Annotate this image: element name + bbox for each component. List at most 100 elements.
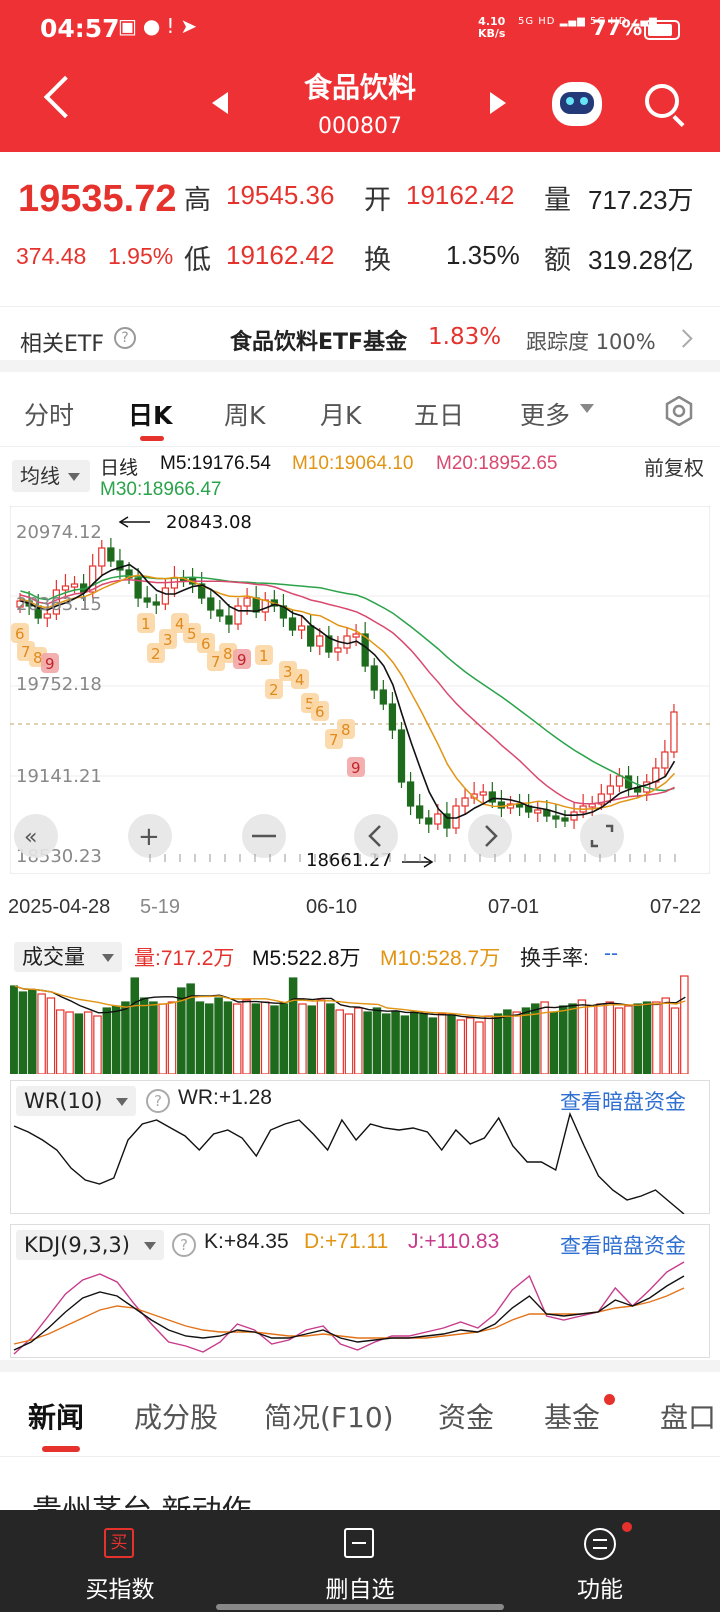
wr-indicator-select[interactable]: WR(10) bbox=[16, 1086, 136, 1116]
wr-help-icon[interactable]: ? bbox=[146, 1089, 170, 1113]
td-mark: 6 bbox=[311, 701, 329, 721]
functions-button[interactable]: 功能 bbox=[577, 1577, 623, 1603]
remove-watchlist-button[interactable]: 删自选 bbox=[325, 1577, 395, 1603]
buy-icon[interactable]: 买 bbox=[104, 1528, 134, 1558]
volume-bar bbox=[223, 1001, 233, 1074]
volume-bar bbox=[596, 1003, 605, 1074]
td-mark-label: 7 bbox=[21, 643, 31, 661]
x-label-0: 2025-04-28 bbox=[8, 896, 111, 918]
volume-bar bbox=[270, 1005, 279, 1074]
etf-name[interactable]: 食品饮料ETF基金 bbox=[230, 330, 408, 355]
adjust-type[interactable]: 前复权 bbox=[644, 456, 704, 480]
candle-body bbox=[307, 625, 315, 647]
section-gap bbox=[0, 360, 720, 372]
open-value: 19162.42 bbox=[406, 180, 515, 210]
settings-hexagon-icon[interactable] bbox=[664, 396, 694, 426]
td-mark-label: 8 bbox=[223, 645, 233, 663]
battery-percent: 77% bbox=[592, 16, 643, 40]
remove-watchlist-icon[interactable] bbox=[344, 1528, 374, 1558]
chevron-right-icon[interactable] bbox=[674, 329, 693, 348]
divider bbox=[0, 1456, 720, 1457]
volume-bar bbox=[484, 1015, 493, 1074]
turnover-rate-label: 换手率: bbox=[520, 947, 589, 970]
kdj-k-value: K:+84.35 bbox=[204, 1230, 289, 1253]
candle-body bbox=[425, 817, 433, 825]
td-mark-bg bbox=[255, 645, 273, 665]
volume-bar bbox=[121, 1001, 130, 1074]
net-speed-unit: KB/s bbox=[478, 27, 506, 40]
indicator-select[interactable]: 均线 bbox=[12, 460, 90, 492]
candle-body bbox=[406, 781, 415, 807]
signal-2: 5G HD bbox=[589, 16, 628, 27]
volume-bar bbox=[680, 975, 689, 1074]
volume-bar bbox=[475, 1021, 484, 1074]
candle-body bbox=[416, 805, 424, 819]
tab-five-day[interactable]: 五日 bbox=[414, 401, 465, 430]
tab-day-k[interactable]: 日K bbox=[128, 401, 173, 430]
volume-ma5-line bbox=[14, 985, 686, 1020]
volume-bar bbox=[177, 987, 186, 1074]
help-icon[interactable]: ? bbox=[114, 327, 136, 349]
tab-week-k[interactable]: 周K bbox=[224, 401, 266, 430]
td-mark-label: 4 bbox=[295, 671, 305, 689]
price-change-pct: 1.95% bbox=[108, 243, 174, 269]
dark-pool-link[interactable]: 查看暗盘资金 bbox=[560, 1090, 686, 1114]
current-price: 19535.72 bbox=[18, 178, 177, 220]
td-mark-bg bbox=[137, 613, 155, 633]
tab-profile[interactable]: 简况(F10) bbox=[264, 1401, 394, 1434]
volume-indicator-select[interactable]: 成交量 bbox=[14, 942, 122, 972]
tab-news[interactable]: 新闻 bbox=[28, 1401, 85, 1434]
volume-bar bbox=[55, 1009, 65, 1074]
stock-code: 000807 bbox=[318, 114, 402, 139]
divider bbox=[0, 446, 720, 447]
volume-bar bbox=[195, 1001, 205, 1074]
search-icon[interactable] bbox=[645, 84, 679, 118]
candle-body bbox=[352, 633, 360, 638]
max-price-label: 20843.08 bbox=[166, 512, 252, 533]
divider bbox=[0, 306, 720, 307]
price-change: 374.48 bbox=[16, 243, 87, 269]
menu-icon[interactable] bbox=[584, 1528, 616, 1560]
fullscreen-button bbox=[580, 814, 624, 858]
next-stock-icon[interactable] bbox=[490, 92, 506, 114]
tab-fund[interactable]: 基金 bbox=[544, 1401, 601, 1434]
grid-lines bbox=[10, 595, 710, 777]
candle-body bbox=[615, 775, 624, 787]
td-mark-label: 6 bbox=[15, 625, 25, 643]
volume-bar bbox=[326, 1003, 335, 1074]
td-mark-bg bbox=[197, 633, 215, 653]
dark-pool-link-2[interactable]: 查看暗盘资金 bbox=[560, 1234, 686, 1258]
buy-index-button[interactable]: 买指数 bbox=[85, 1577, 155, 1603]
td-mark: 1 bbox=[255, 645, 273, 665]
candle-body bbox=[316, 635, 324, 647]
volume-bar bbox=[372, 1007, 382, 1074]
volume-bar bbox=[335, 1009, 344, 1074]
td-mark-bg bbox=[183, 623, 201, 643]
volume-bar bbox=[568, 1003, 577, 1074]
ma5-value: M5:19176.54 bbox=[160, 453, 271, 474]
active-tab-indicator bbox=[140, 436, 164, 441]
open-label: 开 bbox=[364, 185, 391, 216]
td-mark-bg bbox=[11, 623, 29, 643]
td-mark-label: 9 bbox=[45, 655, 55, 673]
plus-icon: + bbox=[138, 822, 160, 852]
td-mark-bg bbox=[159, 629, 177, 649]
volume-bar bbox=[205, 1003, 214, 1074]
back-arrow-icon[interactable] bbox=[43, 75, 87, 119]
tab-capital[interactable]: 资金 bbox=[438, 1401, 495, 1434]
x-label-1: 5-19 bbox=[140, 896, 181, 918]
kdj-indicator-select[interactable]: KDJ(9,3,3) bbox=[16, 1230, 164, 1260]
high-value: 19545.36 bbox=[226, 180, 335, 210]
volume-bar bbox=[130, 977, 140, 1074]
prev-stock-icon[interactable] bbox=[212, 92, 228, 114]
tab-market[interactable]: 盘口 bbox=[660, 1401, 717, 1434]
tab-month-k[interactable]: 月K bbox=[320, 401, 362, 430]
tab-intraday[interactable]: 分时 bbox=[24, 401, 75, 430]
tab-more[interactable]: 更多 bbox=[520, 401, 571, 430]
kdj-help-icon[interactable]: ? bbox=[172, 1233, 196, 1257]
candle-body bbox=[534, 809, 542, 814]
tab-components[interactable]: 成分股 bbox=[134, 1401, 219, 1434]
volume-bar bbox=[139, 997, 149, 1074]
y-label-0: 20974.12 bbox=[16, 522, 102, 543]
